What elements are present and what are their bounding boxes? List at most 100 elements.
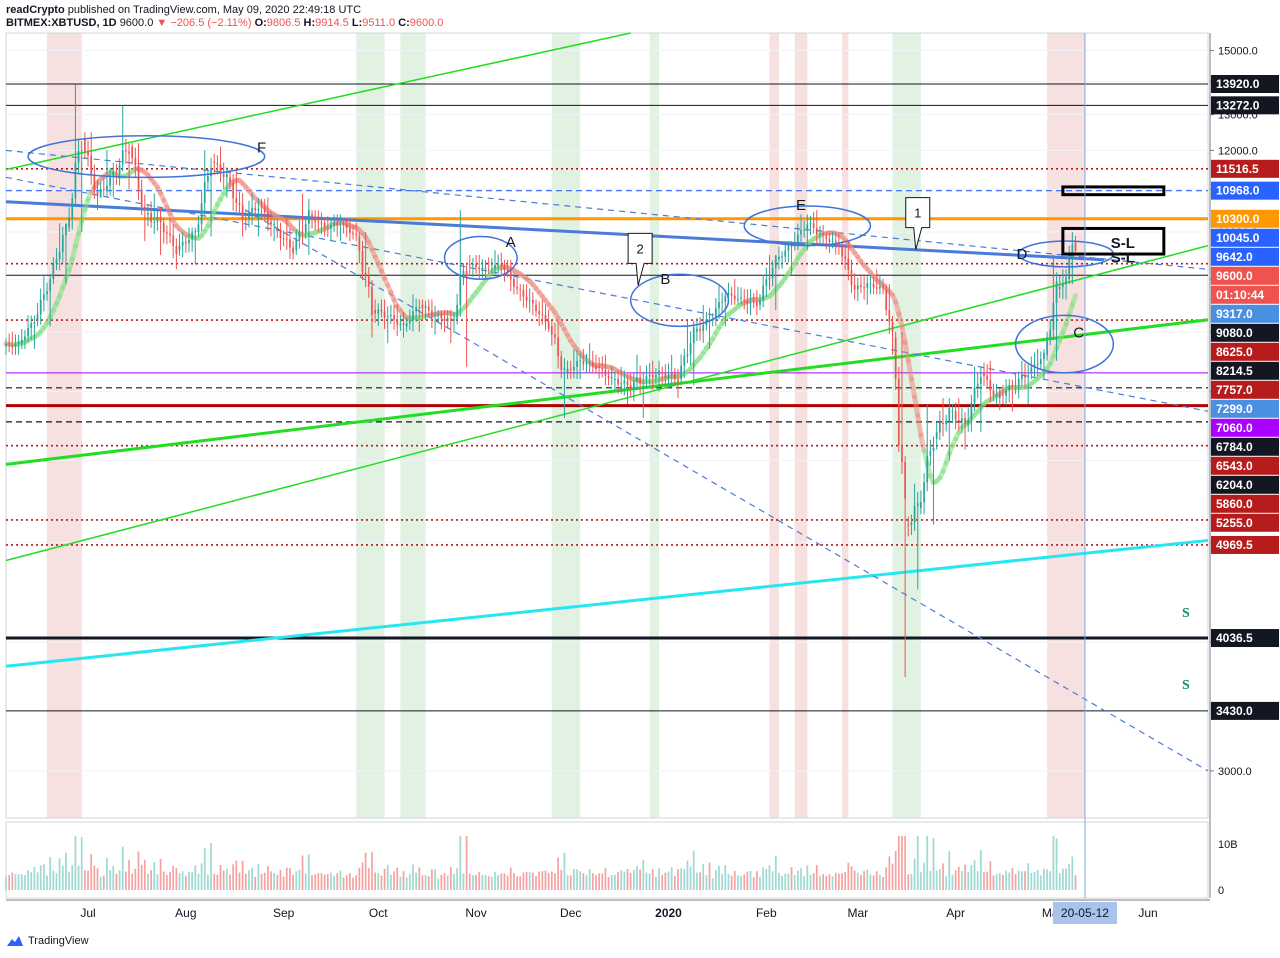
price-label[interactable]: 9642.0: [1216, 250, 1253, 264]
volume-bar: [153, 861, 156, 890]
volume-bar: [352, 877, 354, 890]
volume-bar: [1027, 863, 1030, 890]
price-label[interactable]: 3430.0: [1216, 704, 1253, 718]
volume-bar: [528, 871, 531, 890]
candle-body: [569, 368, 572, 370]
volume-bar: [20, 874, 23, 890]
candle-body: [323, 222, 326, 229]
volume-bar: [232, 864, 235, 890]
price-label[interactable]: 9600.0: [1216, 269, 1253, 283]
volume-bar: [916, 836, 919, 890]
price-label-bg: [1211, 361, 1279, 380]
price-label[interactable]: 10045.0: [1216, 231, 1260, 245]
candle-body: [759, 300, 761, 305]
price-label[interactable]: 9080.0: [1216, 326, 1253, 340]
candle-body: [926, 455, 929, 483]
price-label[interactable]: 5255.0: [1216, 516, 1253, 530]
trend-line: [245, 209, 1209, 772]
price-label[interactable]: 13272.0: [1216, 98, 1260, 112]
volume-bar: [188, 871, 190, 890]
volume-bar: [446, 875, 449, 890]
candle-body: [197, 224, 200, 233]
price-label[interactable]: 7757.0: [1216, 383, 1253, 397]
candle-body: [762, 285, 765, 301]
candle-body: [800, 230, 802, 235]
candle-body: [42, 294, 45, 300]
candle-body: [330, 224, 332, 229]
candle-body: [1043, 352, 1045, 360]
candle-body: [897, 378, 900, 446]
candle-body: [415, 307, 417, 312]
candle-body: [345, 224, 348, 228]
volume-bar: [42, 864, 45, 890]
volume-bar: [143, 859, 146, 890]
volume-bar: [472, 875, 474, 890]
candle-body: [714, 308, 717, 319]
volume-bar: [718, 865, 720, 890]
price-label[interactable]: 9317.0: [1216, 307, 1253, 321]
open-value: 9806.5: [266, 17, 301, 29]
candle-body: [916, 503, 919, 507]
candle-body: [93, 173, 96, 192]
price-label[interactable]: 8625.0: [1216, 345, 1253, 359]
candle-body: [393, 315, 395, 320]
x-tick-label: 2020: [655, 906, 682, 920]
price-label[interactable]: 5860.0: [1216, 497, 1253, 511]
volume-bar: [957, 866, 960, 890]
volume-bar: [358, 867, 361, 890]
trend-line: [5, 538, 1209, 668]
candle-body: [90, 155, 93, 174]
volume-bar: [484, 874, 487, 890]
volume-bar: [983, 872, 985, 890]
volume-bar: [333, 875, 335, 890]
volume-bar: [203, 848, 206, 890]
candle-body: [894, 337, 897, 379]
x-tick-label: Apr: [946, 906, 965, 920]
price-label[interactable]: 10968.0: [1216, 184, 1260, 198]
y-tick-label: 15000.0: [1218, 46, 1258, 58]
candle-body: [1071, 244, 1074, 258]
volume-bar: [1043, 868, 1045, 890]
price-label[interactable]: 6543.0: [1216, 459, 1253, 473]
drawing-marks: F A B E D C S-LS-L S S 1 2: [27, 134, 1190, 693]
price-label[interactable]: 13920.0: [1216, 77, 1260, 91]
candle-body: [528, 299, 531, 301]
candle-body: [143, 206, 146, 210]
volume-bar: [781, 875, 783, 890]
volume-bar: [913, 858, 916, 890]
price-label[interactable]: 8214.5: [1216, 364, 1253, 378]
price-label[interactable]: 01:10:44: [1216, 288, 1264, 302]
trend-line: [5, 318, 1209, 466]
volume-bar: [557, 857, 559, 890]
volume-bar: [961, 871, 963, 890]
price-label[interactable]: 10300.0: [1216, 212, 1260, 226]
candle-body: [677, 379, 679, 382]
publisher-name[interactable]: readCrypto: [6, 4, 65, 16]
price-label[interactable]: 7299.0: [1216, 402, 1253, 416]
volume-bar: [588, 869, 591, 890]
candle-body: [402, 323, 405, 325]
price-label[interactable]: 7060.0: [1216, 421, 1253, 435]
price-label[interactable]: 6204.0: [1216, 478, 1253, 492]
price-label[interactable]: 6784.0: [1216, 440, 1253, 454]
volume-bar: [1052, 836, 1055, 890]
candle-body: [285, 238, 288, 240]
price-label[interactable]: 4036.5: [1216, 631, 1253, 645]
price-label-bg: [1211, 629, 1279, 648]
volume-bar: [503, 873, 506, 890]
volume-bar: [298, 869, 301, 890]
volume-bar: [459, 836, 462, 890]
volume-bar: [759, 876, 761, 890]
volume-bar: [1024, 871, 1026, 890]
price-label[interactable]: 11516.5: [1216, 162, 1259, 176]
volume-bar: [317, 873, 320, 890]
volume-bar: [87, 870, 89, 890]
candle-body: [235, 198, 238, 204]
y-tick-label: 3000.0: [1218, 766, 1252, 778]
symbol-label[interactable]: BITMEX:XBTUSD, 1D: [6, 17, 117, 29]
candle-body: [203, 181, 206, 204]
price-label[interactable]: 4969.5: [1216, 538, 1253, 552]
volume-bar: [99, 876, 102, 890]
footer-brand[interactable]: TradingView: [28, 935, 89, 947]
